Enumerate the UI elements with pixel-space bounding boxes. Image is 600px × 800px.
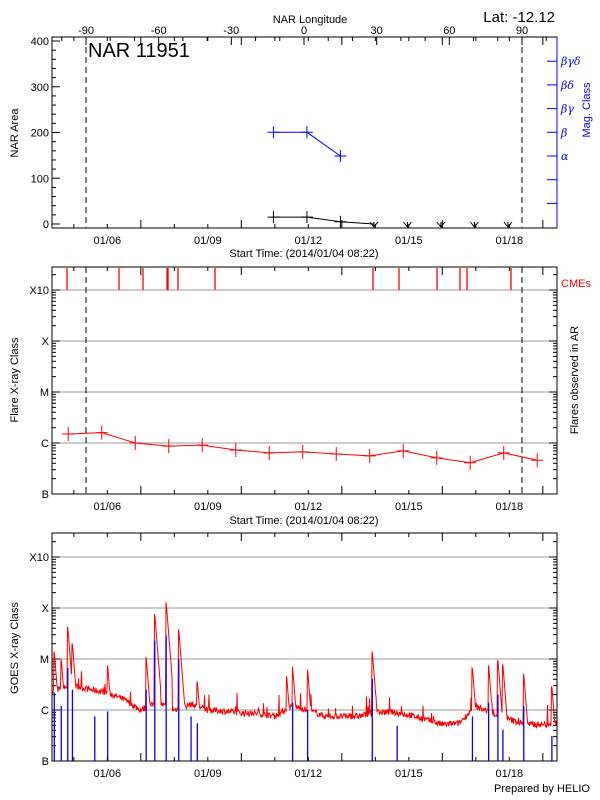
x-tick-label: 01/09 [194, 501, 222, 513]
region-title: NAR 11951 [88, 40, 190, 62]
mag-class-label: βδ [560, 79, 574, 92]
x-tick-label: 01/06 [94, 235, 122, 247]
y-tick-label: C [41, 438, 49, 450]
y-axis-title: NAR Area [9, 108, 21, 158]
y-tick-label: 200 [31, 128, 49, 140]
x-tick-label: 01/12 [295, 768, 323, 780]
mag-class-point [334, 150, 347, 162]
y-tick-label: X10 [29, 552, 49, 564]
x-axis-title: Start Time: (2014/01/04 08:22) [229, 515, 378, 527]
area-line [273, 216, 374, 225]
flare-point [363, 448, 376, 463]
area-point [267, 211, 280, 224]
area-upper-limit-arrow [403, 221, 412, 228]
x-tick-label: 01/18 [496, 501, 524, 513]
y-axis-title: Flare X-ray Class [9, 337, 21, 422]
x-tick-label: 01/09 [194, 768, 222, 780]
right-axis-title: Mag. Class [581, 82, 593, 138]
flare-point [162, 439, 175, 454]
mag-class-label: α [561, 150, 569, 163]
top-tick-label: -30 [223, 25, 239, 37]
top-axis-title: NAR Longitude [273, 14, 348, 26]
plot-frame [51, 266, 558, 495]
area-upper-limit-arrow [436, 221, 446, 228]
right-axis-title: Flares observed in AR [569, 326, 581, 434]
flare-point [397, 443, 410, 458]
flare-point [263, 445, 276, 460]
y-tick-label: 100 [31, 173, 49, 185]
y-tick-label: 0 [43, 219, 49, 231]
x-tick-label: 01/06 [94, 501, 122, 513]
x-tick-label: 01/18 [496, 768, 524, 780]
y-tick-label: B [42, 756, 49, 768]
top-tick-label: -90 [78, 25, 94, 37]
flare-point [330, 446, 343, 461]
flare-point [464, 455, 477, 470]
mag-class-point [267, 126, 280, 139]
area-upper-limit-arrow [369, 221, 379, 228]
plot-frame [51, 532, 558, 762]
x-tick-label: 01/12 [295, 235, 323, 247]
flare-point [196, 438, 209, 453]
flare-point [129, 436, 142, 450]
x-axis-title: Start Time: (2014/01/04 08:22) [229, 248, 378, 260]
y-axis-title: GOES X-ray Class [9, 602, 21, 694]
y-tick-label: X10 [29, 285, 49, 297]
y-tick-label: X [42, 336, 50, 348]
y-tick-label: X [42, 603, 50, 615]
y-tick-label: 400 [31, 36, 49, 48]
y-tick-label: M [40, 387, 49, 399]
mag-class-label: βγδ [560, 55, 581, 68]
goes-long-channel-line [52, 602, 558, 730]
flare-point [296, 444, 309, 459]
footer-credit: Prepared by HELIO [494, 783, 590, 795]
area-point [300, 211, 313, 224]
x-tick-label: 01/18 [496, 235, 524, 247]
mag-class-label: βγ [560, 103, 574, 116]
x-tick-label: 01/15 [395, 501, 423, 513]
top-tick-label: 60 [443, 25, 455, 37]
cme-label: CMEs [561, 278, 591, 290]
area-upper-limit-arrow [503, 221, 513, 228]
flare-point [430, 450, 443, 465]
y-tick-label: M [40, 654, 49, 666]
x-tick-label: 01/12 [295, 501, 323, 513]
x-tick-label: 01/15 [395, 235, 423, 247]
mag-class-point [300, 126, 313, 139]
y-tick-label: B [42, 489, 49, 501]
area-upper-limit-arrow [470, 221, 479, 228]
top-tick-label: -60 [151, 25, 167, 37]
flare-point [497, 445, 510, 460]
flare-point [229, 442, 242, 457]
flare-point [531, 453, 544, 468]
y-tick-label: 300 [31, 82, 49, 94]
flare-point [62, 427, 75, 442]
x-tick-label: 01/06 [94, 768, 122, 780]
top-tick-label: 0 [301, 25, 307, 37]
latitude-label: Lat: -12.12 [483, 9, 555, 26]
x-tick-label: 01/09 [194, 235, 222, 247]
top-tick-label: 90 [516, 25, 528, 37]
y-tick-label: C [41, 705, 49, 717]
mag-class-label: β [560, 126, 567, 139]
flare-point [95, 425, 108, 440]
area-point [334, 215, 347, 228]
top-tick-label: 30 [371, 25, 383, 37]
x-tick-label: 01/15 [395, 768, 423, 780]
